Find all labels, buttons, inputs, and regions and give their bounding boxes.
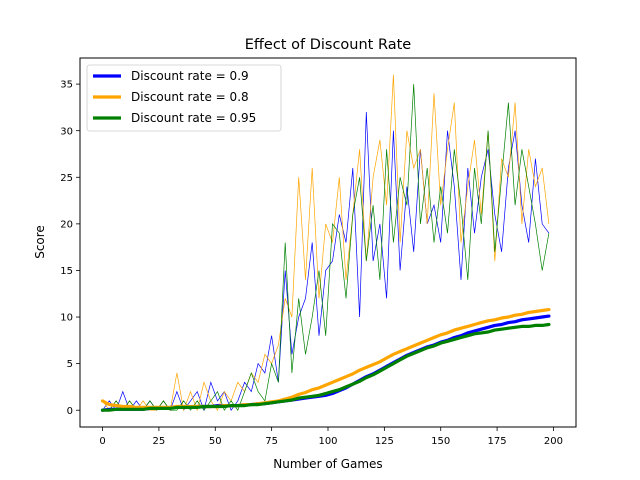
legend-label-2: Discount rate = 0.95 xyxy=(131,111,256,125)
x-tick-label: 175 xyxy=(488,436,507,447)
x-tick-label: 200 xyxy=(544,436,563,447)
score-line-series-2 xyxy=(102,84,550,411)
score-line-series-1 xyxy=(102,74,550,412)
x-tick-label: 100 xyxy=(318,436,337,447)
x-tick-label: 50 xyxy=(209,436,222,447)
y-axis-ticks: 0 5 10 15 20 25 30 35 xyxy=(60,80,80,417)
y-tick-label: 0 xyxy=(67,406,73,417)
x-axis-label: Number of Games xyxy=(273,457,382,471)
plot-series-group xyxy=(100,74,551,412)
x-axis-ticks: 0 25 50 75 100 125 150 175 200 xyxy=(99,427,563,447)
x-tick-label: 150 xyxy=(431,436,450,447)
legend-label-0: Discount rate = 0.9 xyxy=(131,69,249,83)
x-tick-label: 75 xyxy=(265,436,278,447)
y-tick-label: 25 xyxy=(60,173,73,184)
legend-label-1: Discount rate = 0.8 xyxy=(131,90,249,104)
legend-box xyxy=(86,64,282,132)
y-tick-label: 15 xyxy=(60,266,73,277)
x-tick-label: 125 xyxy=(375,436,394,447)
y-tick-label: 30 xyxy=(60,126,73,137)
score-line-series-0 xyxy=(102,111,550,412)
y-axis-label: Score xyxy=(33,225,47,259)
y-tick-label: 5 xyxy=(67,359,73,370)
legend: Discount rate = 0.9 Discount rate = 0.8 Di… xyxy=(86,64,282,132)
x-tick-label: 25 xyxy=(153,436,166,447)
average-line-series-2 xyxy=(100,322,551,412)
x-tick-label: 0 xyxy=(99,436,105,447)
y-tick-label: 35 xyxy=(60,80,73,91)
y-tick-label: 20 xyxy=(60,219,73,230)
y-tick-label: 10 xyxy=(60,313,73,324)
chart-title: Effect of Discount Rate xyxy=(245,37,412,53)
